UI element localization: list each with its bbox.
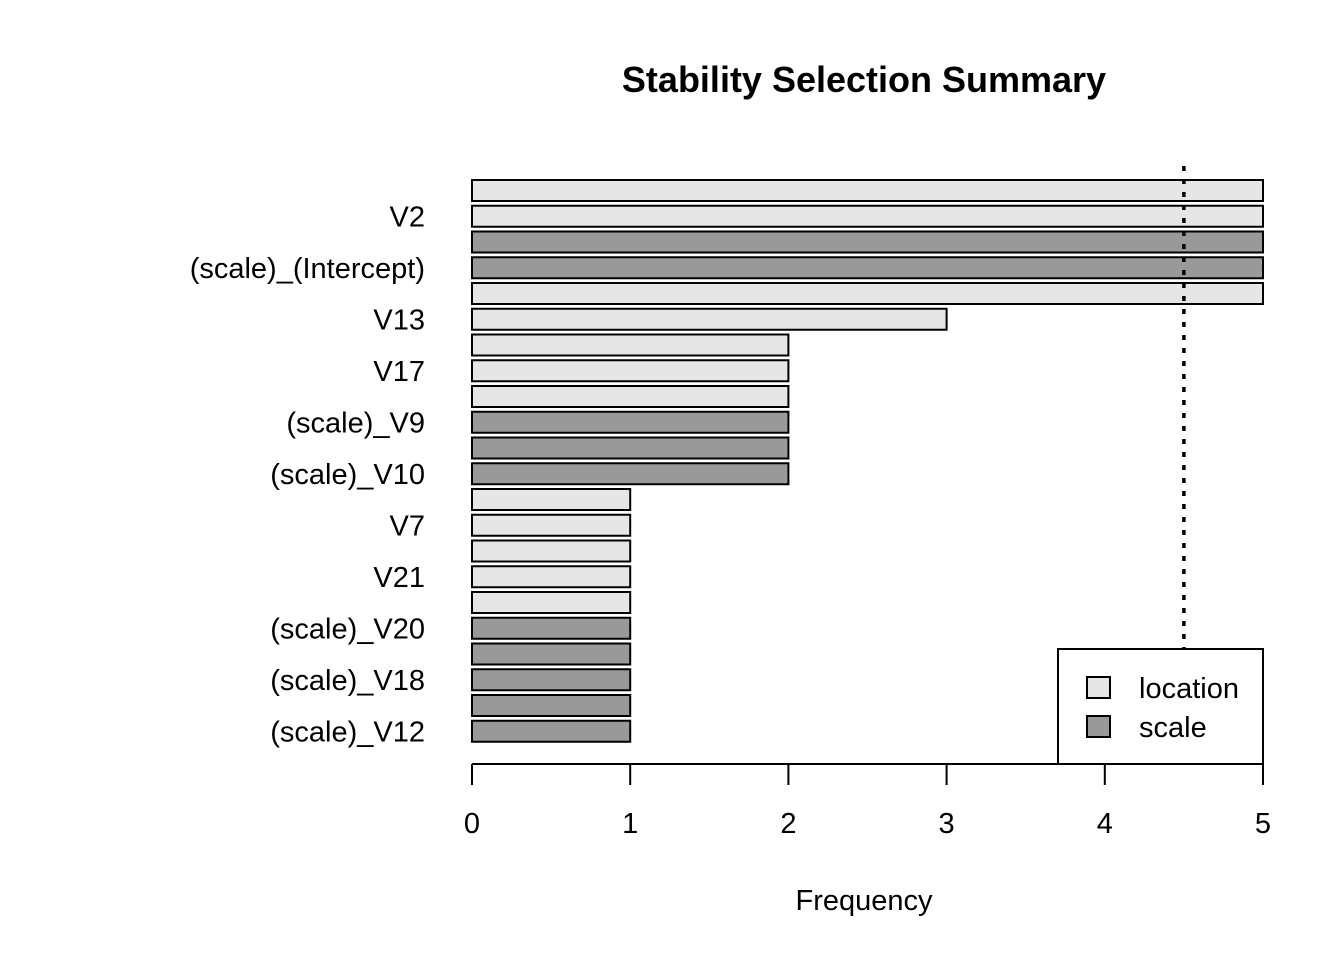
legend-label-location: location: [1139, 673, 1239, 705]
bar-location: [471, 282, 1264, 305]
chart-title: Stability Selection Summary: [622, 59, 1106, 100]
category-label: (scale)_V18: [270, 665, 425, 697]
legend-box: [1057, 648, 1264, 765]
bar-scale: [471, 462, 790, 486]
x-tick-label: 3: [939, 808, 955, 840]
bar-location: [471, 204, 1264, 228]
x-tick-label: 2: [780, 808, 796, 840]
category-label: (scale)_V20: [270, 613, 425, 645]
bar-location: [471, 539, 632, 563]
category-label: V13: [373, 304, 425, 336]
x-tick-label: 4: [1097, 808, 1113, 840]
bar-scale: [471, 642, 632, 666]
category-label: V21: [373, 562, 425, 594]
bar-scale: [471, 436, 790, 460]
legend-label-scale: scale: [1139, 712, 1207, 744]
bar-location: [471, 591, 632, 614]
bar-location: [471, 307, 948, 331]
bar-location: [471, 179, 1264, 202]
x-tick-label: 1: [622, 808, 638, 840]
category-label: (scale)_V12: [270, 716, 425, 748]
x-tick-label: 5: [1255, 808, 1271, 840]
legend-swatch-scale: [1086, 715, 1111, 738]
category-label: V7: [390, 510, 425, 542]
legend: location scale: [1057, 648, 1264, 765]
bar-scale: [471, 616, 632, 640]
x-axis: 0 1 2 3 4 5: [464, 763, 1271, 840]
category-labels: V2 (scale)_(Intercept) V13 V17 (scale)_V9 (sc…: [190, 201, 425, 748]
bar-scale: [471, 410, 790, 434]
category-label: V17: [373, 356, 425, 388]
bar-location: [471, 333, 790, 357]
x-tick-label: 0: [464, 808, 480, 840]
bar-location: [471, 488, 632, 511]
bar-location: [471, 359, 790, 383]
bar-scale: [471, 668, 632, 692]
bar-scale: [471, 256, 1264, 280]
category-label: V2: [390, 201, 425, 233]
category-label: (scale)_V10: [270, 459, 425, 491]
bar-location: [471, 385, 790, 408]
bar-scale: [471, 230, 1264, 254]
legend-swatch-location: [1086, 676, 1111, 699]
bar-location: [471, 565, 632, 589]
bars-group: [471, 179, 1264, 743]
bar-location: [471, 513, 632, 537]
bar-scale: [471, 694, 632, 717]
category-label: (scale)_V9: [286, 407, 425, 439]
category-label: (scale)_(Intercept): [190, 253, 425, 285]
bar-scale: [471, 719, 632, 743]
x-axis-label: Frequency: [795, 885, 933, 917]
